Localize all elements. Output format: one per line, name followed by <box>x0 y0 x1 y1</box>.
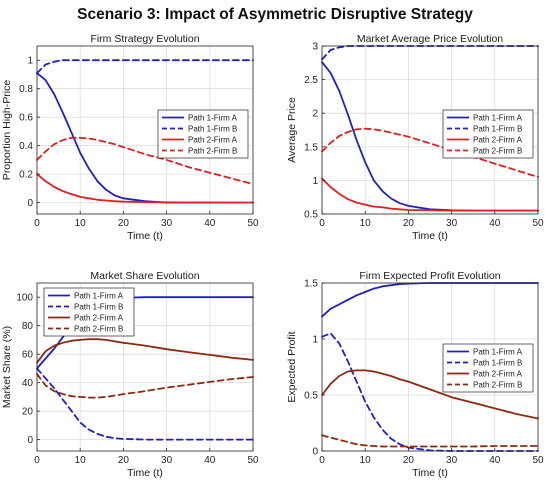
x-tick-label: 30 <box>446 218 458 229</box>
y-tick-label: 0.5 <box>304 391 318 402</box>
subplot-title: Market Share Evolution <box>90 270 199 282</box>
figure-title: Scenario 3: Impact of Asymmetric Disrupt… <box>77 6 473 23</box>
y-tick-label: 2.5 <box>304 75 318 86</box>
y-tick-label: 100 <box>16 293 33 304</box>
y-tick-label: 1.5 <box>304 279 318 290</box>
series-line-3 <box>36 338 254 364</box>
x-tick-label: 40 <box>489 218 501 229</box>
x-axis-label: Time (t) <box>127 467 163 479</box>
legend-entry: Path 2-Firm A <box>473 370 523 379</box>
y-axis-label: Market Share (%) <box>1 326 13 408</box>
x-tick-label: 10 <box>75 455 87 466</box>
x-tick-label: 40 <box>489 455 501 466</box>
y-tick-label: 0 <box>27 435 33 446</box>
subplot-title: Firm Strategy Evolution <box>90 33 199 45</box>
legend-entry: Path 1-Firm B <box>473 359 522 368</box>
legend-entry: Path 2-Firm A <box>473 136 523 145</box>
y-tick-label: 0 <box>27 198 33 209</box>
series-line-3 <box>321 369 539 420</box>
y-tick-label: 80 <box>22 321 34 332</box>
x-tick-label: 20 <box>118 455 130 466</box>
y-tick-label: 0.6 <box>19 113 33 124</box>
axes-box <box>36 282 254 452</box>
y-tick-label: 40 <box>22 378 34 389</box>
y-tick-label: 20 <box>22 407 34 418</box>
y-axis-label: Proportion High-Price <box>1 80 13 181</box>
y-tick-label: 0 <box>312 447 318 458</box>
y-tick-label: 60 <box>22 350 34 361</box>
x-tick-label: 30 <box>161 455 173 466</box>
series-line-2 <box>36 367 254 441</box>
legend-entry: Path 1-Firm B <box>473 125 522 134</box>
x-tick-label: 0 <box>319 218 325 229</box>
y-axis-label: Expected Profit <box>286 331 298 402</box>
y-axis-label: Average Price <box>286 97 298 163</box>
series-line-2 <box>36 59 254 74</box>
x-tick-label: 50 <box>247 455 259 466</box>
series-line-3 <box>36 173 254 204</box>
x-tick-label: 50 <box>247 218 259 229</box>
y-tick-label: 0.4 <box>19 141 33 152</box>
x-tick-label: 20 <box>403 218 415 229</box>
series-line-4 <box>36 373 254 399</box>
series-line-4 <box>321 127 539 178</box>
y-tick-label: 1 <box>27 56 33 67</box>
x-tick-label: 0 <box>34 455 40 466</box>
legend-entry: Path 1-Firm A <box>188 114 238 123</box>
x-tick-label: 20 <box>118 218 130 229</box>
y-tick-label: 1 <box>312 176 318 187</box>
subplot-2: 0 10 20 30 40 50 0.5 1 1.5 2 2.5 3 Market Average Pr… <box>286 33 544 242</box>
legend-entry: Path 2-Firm A <box>74 314 124 323</box>
legend-entry: Path 2-Firm A <box>188 136 238 145</box>
legend-entry: Path 2-Firm B <box>473 147 522 156</box>
x-tick-label: 10 <box>360 455 372 466</box>
legend: Path 1-Firm A Path 1-Firm B Path 2-Firm A P… <box>43 287 135 337</box>
subplot-3: 0 10 20 30 40 50 0 20 40 60 80 100 Market Share Evol… <box>1 270 259 479</box>
x-tick-label: 20 <box>403 455 415 466</box>
legend-entry: Path 1-Firm B <box>74 303 123 312</box>
axes-box <box>321 45 539 215</box>
y-tick-label: 2 <box>312 109 318 120</box>
legend: Path 1-Firm A Path 1-Firm B Path 2-Firm A P… <box>157 109 249 159</box>
x-tick-label: 0 <box>34 218 40 229</box>
series-line-3 <box>321 177 539 212</box>
legend-entry: Path 2-Firm B <box>188 147 237 156</box>
subplot-title: Market Average Price Evolution <box>357 33 503 45</box>
series-line-4 <box>36 136 254 185</box>
series-line-4 <box>321 434 539 448</box>
x-axis-label: Time (t) <box>127 230 163 242</box>
legend-entry: Path 1-Firm A <box>473 114 523 123</box>
axes-box <box>321 282 539 452</box>
axes-box <box>36 45 254 215</box>
x-axis-label: Time (t) <box>412 467 448 479</box>
legend-entry: Path 1-Firm A <box>473 348 523 357</box>
x-tick-label: 50 <box>532 218 544 229</box>
legend-entry: Path 1-Firm A <box>74 292 124 301</box>
subplot-1: 0 10 20 30 40 50 0 0.2 0.4 0.6 0.8 1 Firm Strategy E… <box>1 33 259 242</box>
legend: Path 1-Firm A Path 1-Firm B Path 2-Firm A P… <box>442 343 534 393</box>
subplot-title: Firm Expected Profit Evolution <box>359 270 500 282</box>
x-tick-label: 10 <box>360 218 372 229</box>
x-tick-label: 10 <box>75 218 87 229</box>
y-tick-label: 1 <box>312 335 318 346</box>
legend-entry: Path 2-Firm B <box>473 381 522 390</box>
legend: Path 1-Firm A Path 1-Firm B Path 2-Firm A P… <box>442 109 534 159</box>
y-tick-label: 3 <box>312 42 318 53</box>
legend-entry: Path 1-Firm B <box>188 125 237 134</box>
x-tick-label: 30 <box>161 218 173 229</box>
subplot-4: 0 10 20 30 40 50 0 0.5 1 1.5 Firm Expected Profit … <box>286 270 544 479</box>
x-tick-label: 30 <box>446 455 458 466</box>
legend-entry: Path 2-Firm B <box>74 325 123 334</box>
y-tick-label: 0.8 <box>19 84 33 95</box>
x-axis-label: Time (t) <box>412 230 448 242</box>
x-tick-label: 40 <box>204 455 216 466</box>
y-tick-label: 0.5 <box>304 210 318 221</box>
x-tick-label: 0 <box>319 455 325 466</box>
x-tick-label: 40 <box>204 218 216 229</box>
y-tick-label: 0.2 <box>19 170 33 181</box>
x-tick-label: 50 <box>532 455 544 466</box>
y-tick-label: 1.5 <box>304 142 318 153</box>
